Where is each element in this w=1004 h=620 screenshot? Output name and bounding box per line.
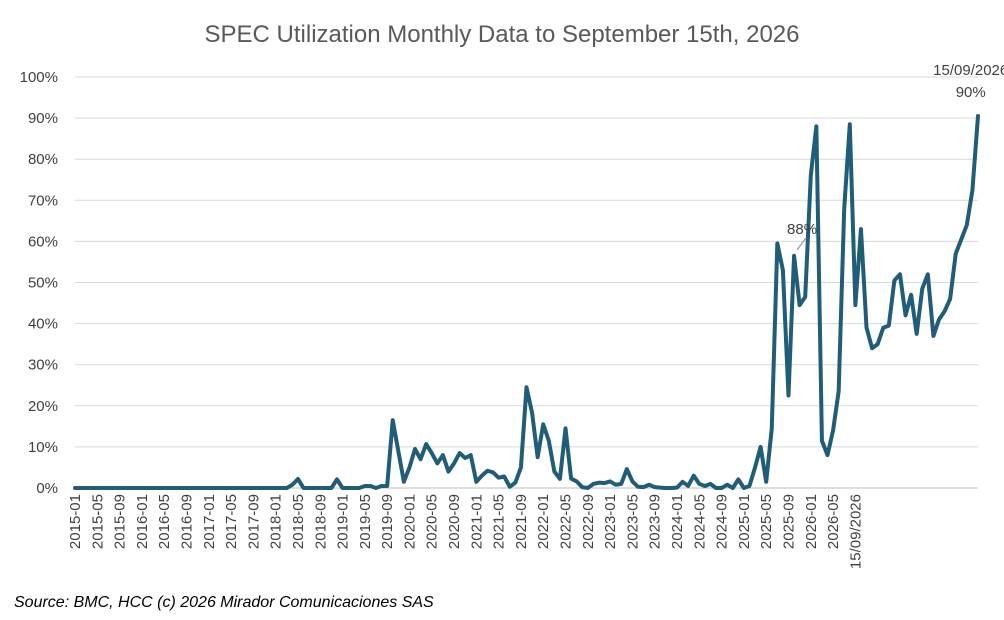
x-tick-label: 2017-01: [201, 494, 218, 549]
y-tick-label: 10%: [28, 439, 58, 456]
x-tick-label: 2023-09: [647, 494, 664, 549]
last-date-annotation: 15/09/2026: [933, 62, 1004, 79]
x-tick-label: 2023-05: [624, 494, 641, 549]
x-tick-label: 2019-05: [357, 494, 374, 549]
x-tick-label: 2026-01: [803, 494, 820, 549]
x-tick-label: 2017-05: [223, 494, 240, 549]
x-tick-label: 2016-05: [156, 494, 173, 549]
x-tick-label: 2016-09: [178, 494, 195, 549]
x-tick-label: 2015-05: [89, 494, 106, 549]
annotation-leader-line: [796, 237, 807, 251]
y-tick-label: 60%: [28, 233, 58, 250]
annotations-group: 88% 15/09/2026 90%: [787, 62, 1004, 251]
x-tick-label: 2018-05: [290, 494, 307, 549]
y-tick-label: 0%: [36, 480, 58, 497]
x-tick-label: 2019-09: [379, 494, 396, 549]
x-tick-label: 2019-01: [335, 494, 352, 549]
gridlines: [75, 76, 978, 489]
x-tick-label: 2023-01: [602, 494, 619, 549]
x-tick-label: 2021-01: [468, 494, 485, 549]
y-tick-label: 90%: [28, 110, 58, 127]
peak-annotation: 88%: [787, 221, 817, 238]
x-tick-label: 2022-01: [535, 494, 552, 549]
x-tick-label: 2018-09: [312, 494, 329, 549]
x-tick-label: 2024-05: [691, 494, 708, 549]
x-tick-label: 2024-09: [714, 494, 731, 549]
last-value-annotation: 90%: [956, 84, 986, 101]
chart-title: SPEC Utilization Monthly Data to Septemb…: [205, 21, 800, 48]
x-tick-label: 2017-09: [245, 494, 262, 549]
x-tick-label: 2020-09: [446, 494, 463, 549]
y-tick-label: 50%: [28, 275, 58, 292]
source-caption: Source: BMC, HCC (c) 2026 Mirador Comuni…: [14, 594, 434, 611]
y-tick-label: 30%: [28, 357, 58, 374]
y-tick-label: 70%: [28, 192, 58, 209]
x-tick-label: 2025-05: [758, 494, 775, 549]
x-tick-label: 15/09/2026: [847, 494, 864, 569]
x-tick-label: 2022-05: [558, 494, 575, 549]
series-group: [73, 114, 980, 490]
x-tick-label: 2024-01: [669, 494, 686, 549]
x-axis-ticks: 2015-01 2015-05 2015-09 2016-01 2016-05 2016-…: [67, 494, 864, 569]
y-axis-ticks: 0% 10% 20% 30% 40% 50% 60% 70% 80% 90% 100%: [20, 69, 58, 497]
x-tick-label: 2016-01: [134, 494, 151, 549]
x-tick-label: 2021-05: [491, 494, 508, 549]
x-tick-label: 2015-09: [112, 494, 129, 549]
x-tick-label: 2026-05: [825, 494, 842, 549]
x-tick-label: 2025-01: [736, 494, 753, 549]
y-tick-label: 80%: [28, 151, 58, 168]
x-tick-label: 2020-05: [424, 494, 441, 549]
x-tick-label: 2015-01: [67, 494, 84, 549]
x-tick-label: 2020-01: [401, 494, 418, 549]
y-tick-label: 20%: [28, 398, 58, 415]
y-tick-label: 40%: [28, 316, 58, 333]
y-tick-label: 100%: [20, 69, 58, 86]
series-line: [73, 114, 980, 490]
x-tick-label: 2021-09: [513, 494, 530, 549]
x-tick-label: 2025-09: [780, 494, 797, 549]
x-tick-label: 2022-09: [580, 494, 597, 549]
x-tick-label: 2018-01: [268, 494, 285, 549]
